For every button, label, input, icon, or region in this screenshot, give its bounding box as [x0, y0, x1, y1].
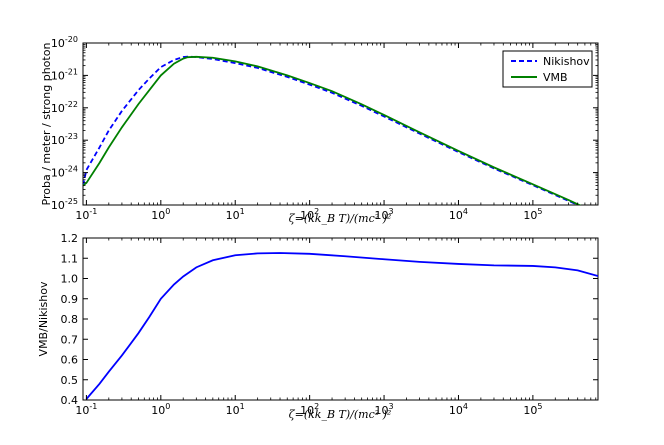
- top-y-tick-label: 10-20: [51, 35, 78, 50]
- top-x-tick-label: 105: [523, 207, 542, 222]
- top-x-tick-label: 100: [151, 207, 170, 222]
- bottom-y-tick-label: 0.7: [61, 333, 79, 346]
- top-x-tick-label: 101: [226, 207, 245, 222]
- top-x-ticks: 10-1 100 101 102 103 104 105: [75, 43, 597, 222]
- bottom-y-tick-label: 1.1: [61, 252, 79, 265]
- top-y-tick-label: 10-21: [51, 67, 78, 82]
- top-y-tick-label: 10-25: [51, 197, 78, 212]
- bottom-x-tick-label: 104: [449, 402, 468, 417]
- top-x-tick-label: 10-1: [75, 207, 97, 222]
- bottom-y-tick-label: 0.5: [61, 374, 79, 387]
- bottom-x-tick-label: 105: [523, 402, 542, 417]
- top-series-line-vmb: [83, 55, 582, 205]
- legend: Nikishov VMB: [502, 50, 593, 88]
- bottom-y-axis-label: VMB/Nikishov: [37, 281, 50, 356]
- top-y-tick-label: 10-23: [51, 132, 78, 147]
- legend-label-vmb: VMB: [543, 71, 568, 84]
- top-x-axis-label: ζ=(kk_B T)/(mc² )²: [289, 212, 392, 225]
- bottom-x-axis-label: ζ=(kk_B T)/(mc² )²: [289, 408, 392, 421]
- top-series-group: [83, 55, 582, 205]
- bottom-plot-frame: [82, 237, 599, 401]
- bottom-x-tick-label: 102: [300, 402, 319, 417]
- bottom-y-tick-label: 1.2: [61, 232, 79, 245]
- bottom-series-group: [85, 252, 598, 400]
- top-x-tick-label: 104: [449, 207, 468, 222]
- bottom-x-tick-label: 10-1: [75, 402, 97, 417]
- top-x-tick-label: 103: [375, 207, 394, 222]
- bottom-x-tick-label: 103: [375, 402, 394, 417]
- top-y-axis-label: Proba / meter / strong photon: [40, 43, 53, 206]
- bottom-panel: 10-1 100 101 102 103 104 105 0.40.50.60.70.80.…: [37, 232, 599, 421]
- bottom-x-tick-label: 101: [226, 402, 245, 417]
- bottom-x-tick-label: 100: [151, 402, 170, 417]
- bottom-y-tick-label: 0.8: [61, 313, 79, 326]
- bottom-series-line-ratio: [85, 252, 598, 400]
- bottom-y-tick-label: 0.4: [61, 394, 79, 407]
- bottom-y-tick-label: 0.9: [61, 293, 79, 306]
- top-x-tick-label: 102: [300, 207, 319, 222]
- bottom-y-tick-label: 0.6: [61, 354, 79, 367]
- top-panel: 10-1 100 101 102 103 104 105 10-2510-2410-2310…: [40, 35, 599, 225]
- top-y-tick-label: 10-22: [51, 100, 78, 115]
- top-y-ticks: 10-25 10-24 10-23 10-22 10-21 10-20: [51, 35, 598, 212]
- legend-box: [502, 50, 593, 88]
- legend-label-nikishov: Nikishov: [543, 55, 590, 68]
- top-series-line-nikishov: [83, 55, 581, 205]
- bottom-x-ticks: 10-1 100 101 102 103 104 105: [75, 238, 597, 417]
- top-y-tick-label: 10-24: [51, 165, 78, 180]
- bottom-y-tick-label: 1.0: [61, 273, 79, 286]
- bottom-y-ticks: 0.4 0.5 0.6 0.7 0.8 0.9 1.0 1.1 1.2: [61, 232, 598, 407]
